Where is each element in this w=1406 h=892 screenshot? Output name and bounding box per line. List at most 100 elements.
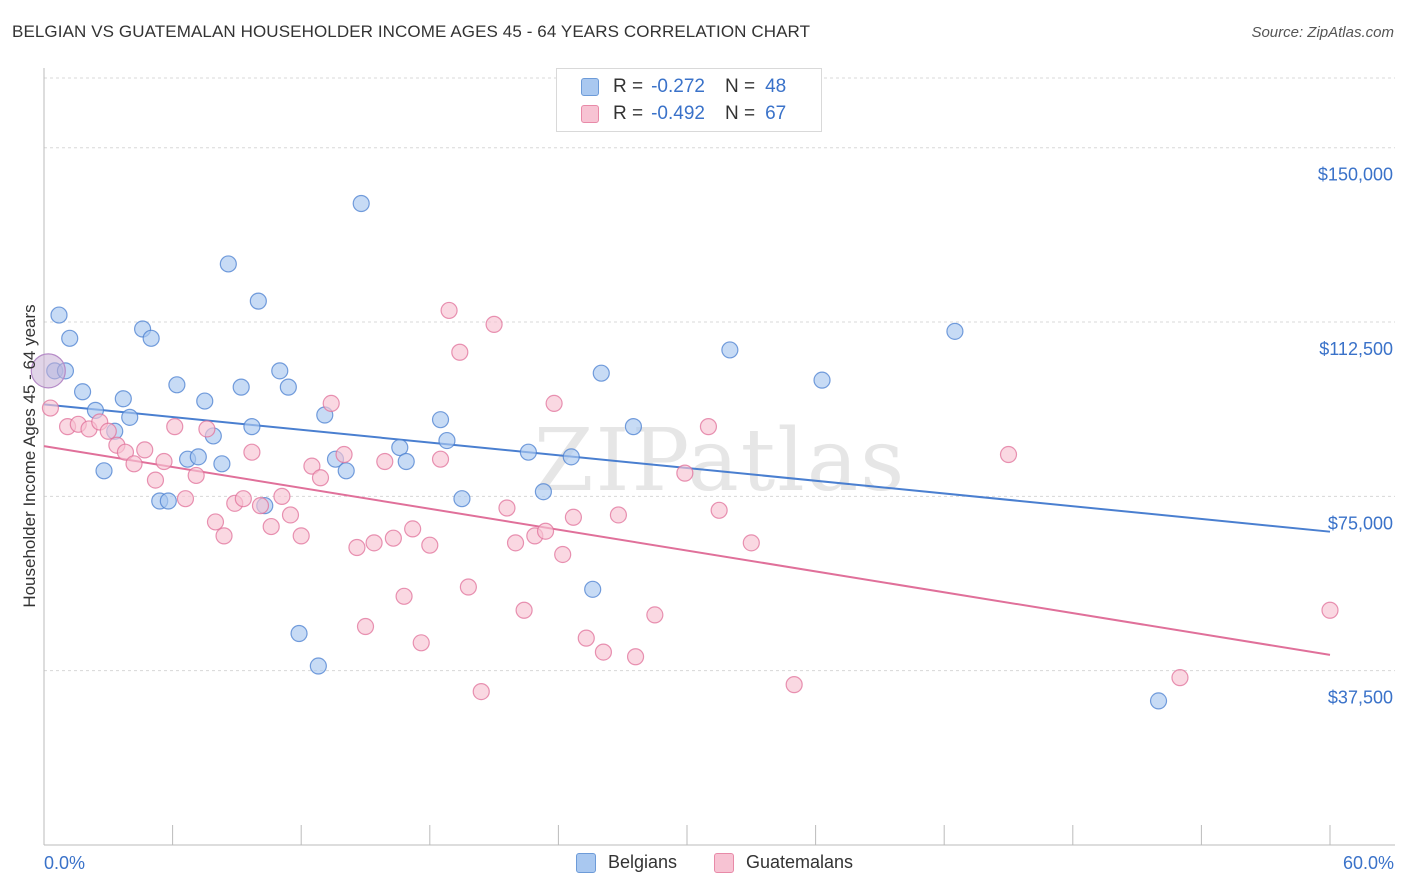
scatter-point <box>459 578 477 596</box>
correlation-legend: R = -0.272 N = 48 R = -0.492 N = 67 <box>556 68 822 132</box>
r-value: -0.492 <box>651 103 705 124</box>
y-tick-label: $37,500 <box>1328 688 1393 708</box>
scatter-point <box>564 508 583 526</box>
guatemalans-swatch <box>714 852 734 873</box>
y-axis-label: Householder Income Ages 45 - 64 years <box>20 304 39 608</box>
scatter-point <box>626 648 645 666</box>
scatter-point <box>251 497 270 515</box>
scatter-point <box>421 536 439 554</box>
scatter-point <box>309 657 327 675</box>
scatter-point <box>562 448 580 466</box>
scatter-point <box>1321 601 1339 619</box>
scatter-point <box>506 534 525 552</box>
scatter-point <box>176 490 195 508</box>
n-value: 48 <box>765 76 787 97</box>
scatter-point <box>554 545 572 564</box>
scatter-point <box>198 420 216 438</box>
scatter-point <box>95 462 113 480</box>
scatter-point <box>196 392 214 410</box>
gridlines <box>44 77 1395 672</box>
scatter-point <box>438 431 456 450</box>
scatter-point <box>303 457 321 475</box>
scatter-point <box>384 529 402 547</box>
scatter-point <box>121 408 139 426</box>
scatter-point <box>440 301 458 320</box>
scatter-point <box>114 390 132 408</box>
scatter-point <box>271 362 289 380</box>
scatter-point <box>159 492 177 510</box>
scatter-point <box>742 534 760 552</box>
scatter-point <box>395 587 413 605</box>
scatter-point <box>999 445 1018 464</box>
scatter-point <box>290 624 308 643</box>
scatter-point <box>348 538 366 557</box>
legend-row-belgians: R = -0.272 N = 48 <box>581 75 786 99</box>
scatter-point <box>249 292 267 310</box>
scatter-point <box>946 322 964 340</box>
guatemalans-swatch <box>581 105 599 123</box>
scatter-point <box>232 378 250 396</box>
y-tick-label: $112,500 <box>1319 339 1393 359</box>
scatter-point <box>536 522 555 540</box>
scatter-point <box>311 469 330 487</box>
scatter-point <box>146 471 165 489</box>
scatter-point <box>356 617 375 636</box>
scatter-point <box>1171 669 1189 687</box>
scatter-point <box>213 455 231 473</box>
n-label: N = <box>724 76 756 97</box>
scatter-point <box>1149 692 1168 710</box>
scatter-point <box>243 418 261 436</box>
watermark: ZIPatlas <box>534 411 906 511</box>
scatter-point <box>50 306 68 324</box>
scatter-point <box>498 499 516 517</box>
scatter-point <box>30 353 66 389</box>
legend-label: Guatemalans <box>746 852 854 872</box>
r-label: R = <box>613 76 644 97</box>
scatter-point <box>646 606 664 624</box>
r-label: R = <box>613 103 644 124</box>
trendline-guatemalans <box>43 445 1331 656</box>
scatter-point <box>281 506 300 524</box>
legend-item-guatemalans[interactable]: Guatemalans <box>714 852 853 873</box>
n-label: N = <box>724 103 756 124</box>
scatter-point <box>262 517 280 536</box>
scatter-point <box>99 422 117 440</box>
scatter-point <box>116 443 135 461</box>
legend-item-belgians[interactable]: Belgians <box>576 852 677 873</box>
scatter-point <box>73 383 92 401</box>
source-label: Source: ZipAtlas.com <box>1251 24 1394 41</box>
n-value: 67 <box>765 103 787 124</box>
scatter-point <box>279 378 297 396</box>
scatter-point <box>365 534 383 552</box>
scatter-point <box>676 464 694 482</box>
scatter-point <box>187 466 205 485</box>
scatter-point <box>710 501 728 519</box>
chart-title: BELGIAN VS GUATEMALAN HOUSEHOLDER INCOME… <box>12 22 811 41</box>
scatter-point <box>136 441 154 459</box>
scatter-point <box>519 443 537 461</box>
belgians-swatch <box>581 78 599 96</box>
scatter-point <box>61 329 79 347</box>
x-tick-label-max: 60.0% <box>1342 853 1394 873</box>
scatter-point <box>451 343 469 361</box>
scatter-point <box>335 445 353 464</box>
watermark-text: ZIPatlas <box>534 411 906 511</box>
scatter-point <box>41 399 60 417</box>
legend-label: Belgians <box>608 852 678 872</box>
scatter-point <box>166 418 184 436</box>
scatter-point <box>785 676 803 694</box>
r-value: -0.272 <box>651 76 705 97</box>
y-tick-label: $75,000 <box>1328 513 1393 533</box>
scatter-point <box>594 643 613 661</box>
scatter-point <box>243 443 261 461</box>
scatter-point <box>206 513 225 531</box>
scatter-point <box>189 448 207 466</box>
scatter-point <box>215 527 233 545</box>
scatter-point <box>168 376 186 394</box>
scatter-point <box>155 452 173 471</box>
axes <box>43 68 1395 846</box>
y-tick-labels: $37,500 $75,000 $112,500 $150,000 <box>1318 165 1393 708</box>
scatter-point <box>472 682 490 701</box>
scatter-point <box>584 580 602 598</box>
